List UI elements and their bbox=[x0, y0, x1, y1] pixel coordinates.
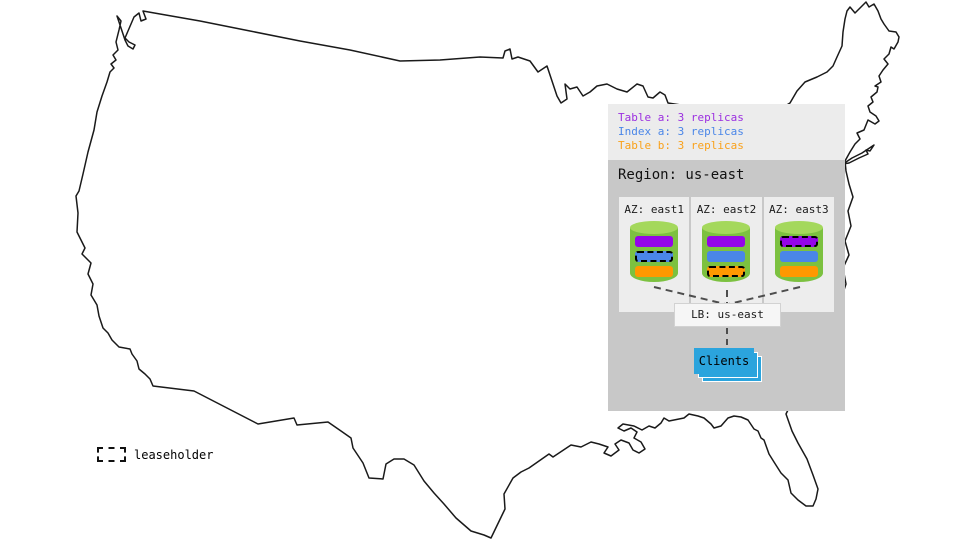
replica-bar-table-b bbox=[707, 266, 746, 277]
leaseholder-label: leaseholder bbox=[134, 447, 214, 462]
az-label: AZ: east2 bbox=[696, 203, 757, 216]
replica-bar-table-a bbox=[707, 236, 746, 247]
leaseholder-key: leaseholder bbox=[97, 447, 213, 462]
replica-bars bbox=[775, 228, 823, 277]
clients-box: Clients bbox=[694, 348, 754, 374]
az-row: AZ: east1 AZ: east2 bbox=[619, 197, 834, 312]
replica-bar-table-a bbox=[635, 236, 674, 247]
db-cylinder bbox=[630, 221, 679, 282]
az-label: AZ: east1 bbox=[624, 203, 684, 216]
az-box-east1: AZ: east1 bbox=[619, 197, 690, 312]
az-label: AZ: east3 bbox=[769, 203, 829, 216]
legend-item-table-b: Table b: 3 replicas bbox=[618, 139, 744, 152]
topology-panel: Table a: 3 replicas Index a: 3 replicas … bbox=[608, 104, 845, 411]
az-box-east3: AZ: east3 bbox=[763, 197, 834, 312]
replica-bar-index-a bbox=[779, 251, 818, 262]
replica-bars bbox=[702, 228, 750, 277]
db-cylinder bbox=[774, 221, 823, 282]
replica-bars bbox=[630, 228, 678, 277]
db-cylinder bbox=[702, 221, 751, 282]
legend-item-table-a: Table a: 3 replicas bbox=[618, 111, 744, 124]
clients-stack: Clients bbox=[694, 348, 762, 382]
replica-bar-index-a bbox=[707, 251, 746, 262]
region-title: Region: us-east bbox=[618, 167, 745, 183]
legend-item-index-a: Index a: 3 replicas bbox=[618, 125, 744, 138]
replica-legend: Table a: 3 replicas Index a: 3 replicas … bbox=[608, 104, 845, 160]
load-balancer-box: LB: us-east bbox=[674, 303, 781, 327]
leaseholder-swatch-icon bbox=[97, 447, 126, 462]
replica-bar-table-a bbox=[779, 236, 818, 247]
replica-bar-table-b bbox=[779, 266, 818, 277]
replica-bar-index-a bbox=[635, 251, 674, 262]
long-island-outline bbox=[842, 144, 875, 165]
az-box-east2: AZ: east2 bbox=[691, 197, 762, 312]
us-mainland-outline bbox=[75, 1, 900, 539]
replica-bar-table-b bbox=[635, 266, 674, 277]
